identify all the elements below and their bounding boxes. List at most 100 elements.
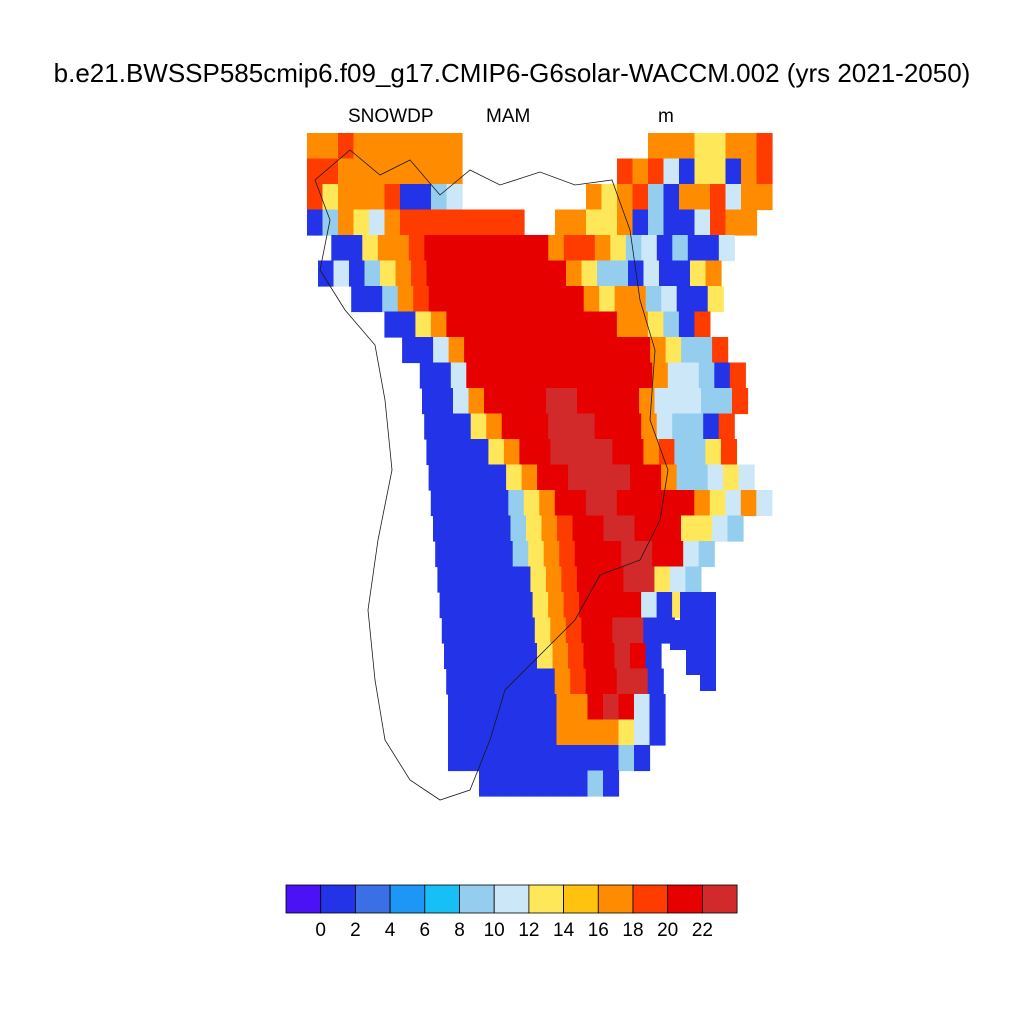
map-cell bbox=[599, 286, 616, 313]
map-cell bbox=[479, 337, 496, 364]
map-cell bbox=[495, 515, 512, 542]
map-cell bbox=[656, 592, 673, 619]
map-cell bbox=[603, 694, 620, 721]
map-cell bbox=[322, 184, 339, 211]
map-cell bbox=[484, 388, 501, 415]
colorbar-swatch bbox=[493, 884, 530, 914]
map-cell bbox=[525, 770, 542, 797]
map-cell bbox=[353, 133, 370, 160]
map-cell bbox=[503, 439, 520, 466]
map-cell bbox=[555, 209, 572, 236]
map-cell bbox=[690, 260, 707, 287]
map-cell bbox=[338, 158, 355, 185]
map-cell bbox=[679, 133, 696, 160]
map-cell bbox=[494, 745, 511, 772]
map-cell bbox=[541, 515, 558, 542]
map-cell bbox=[506, 464, 523, 491]
map-cell bbox=[543, 541, 560, 568]
map-cell bbox=[492, 490, 509, 517]
map-cell bbox=[678, 490, 695, 517]
map-cell bbox=[541, 719, 558, 746]
map-cell bbox=[457, 617, 474, 644]
map-cell bbox=[649, 694, 666, 721]
map-cell bbox=[501, 592, 518, 619]
map-cell bbox=[716, 388, 733, 415]
map-cell bbox=[563, 235, 580, 262]
map-cell bbox=[625, 592, 642, 619]
map-cell bbox=[619, 337, 636, 364]
map-cell bbox=[470, 413, 487, 440]
map-cell bbox=[681, 515, 698, 542]
map-cell bbox=[393, 235, 410, 262]
map-cell bbox=[703, 413, 720, 440]
map-cell bbox=[506, 286, 523, 313]
map-cell bbox=[756, 184, 773, 211]
map-cell bbox=[446, 158, 463, 185]
map-cell bbox=[470, 592, 487, 619]
map-cell bbox=[585, 668, 602, 695]
map-cell bbox=[519, 439, 536, 466]
map-cell bbox=[510, 694, 527, 721]
map-cell bbox=[433, 337, 450, 364]
map-cell bbox=[683, 362, 700, 389]
map-cell bbox=[537, 643, 554, 670]
map-cell bbox=[512, 541, 529, 568]
map-cell bbox=[563, 413, 580, 440]
map-cell bbox=[318, 260, 335, 287]
map-cell bbox=[395, 260, 412, 287]
map-cell bbox=[537, 464, 554, 491]
map-cell bbox=[680, 592, 716, 620]
map-cell bbox=[594, 235, 611, 262]
map-cell bbox=[592, 388, 609, 415]
map-cell bbox=[621, 362, 638, 389]
map-cell bbox=[563, 592, 580, 619]
map-cell bbox=[353, 158, 370, 185]
map-cell bbox=[694, 209, 711, 236]
map-cell bbox=[617, 158, 634, 185]
map-cell bbox=[477, 668, 494, 695]
map-cell bbox=[741, 133, 758, 160]
map-cell bbox=[712, 337, 729, 364]
map-cell bbox=[587, 770, 604, 797]
map-cell bbox=[526, 337, 543, 364]
map-cell bbox=[632, 668, 649, 695]
map-cell bbox=[643, 617, 660, 644]
map-cell bbox=[508, 490, 525, 517]
map-cell bbox=[369, 184, 386, 211]
map-cell bbox=[676, 464, 693, 491]
map-cell bbox=[710, 158, 727, 185]
map-cell bbox=[475, 464, 492, 491]
map-cell bbox=[741, 184, 758, 211]
map-cell bbox=[732, 388, 749, 415]
colorbar-tick-label: 4 bbox=[384, 920, 396, 941]
map-cell bbox=[450, 541, 467, 568]
map-cell bbox=[446, 209, 463, 236]
map-cell bbox=[466, 541, 483, 568]
map-cell bbox=[698, 362, 715, 389]
map-cell bbox=[712, 515, 729, 542]
map-cell bbox=[641, 592, 658, 619]
map-cell bbox=[448, 337, 465, 364]
map-cell bbox=[556, 719, 573, 746]
map-cell bbox=[517, 413, 534, 440]
map-cell bbox=[338, 209, 355, 236]
map-cell bbox=[632, 490, 649, 517]
map-cell bbox=[587, 745, 604, 772]
colorbar-swatch bbox=[389, 884, 426, 914]
map-cell bbox=[630, 286, 647, 313]
map-cell bbox=[638, 566, 655, 593]
map-cell bbox=[559, 541, 576, 568]
map-cell bbox=[331, 235, 348, 262]
map-cell bbox=[570, 209, 587, 236]
map-cell bbox=[477, 311, 494, 338]
map-cell bbox=[415, 311, 432, 338]
map-cell bbox=[448, 745, 465, 772]
map-cell bbox=[552, 464, 569, 491]
map-cell bbox=[594, 592, 611, 619]
map-cell bbox=[532, 235, 549, 262]
map-cell bbox=[400, 158, 417, 185]
map-cell bbox=[643, 260, 660, 287]
map-cell bbox=[663, 209, 680, 236]
map-cell bbox=[446, 490, 463, 517]
map-cell bbox=[725, 184, 742, 211]
